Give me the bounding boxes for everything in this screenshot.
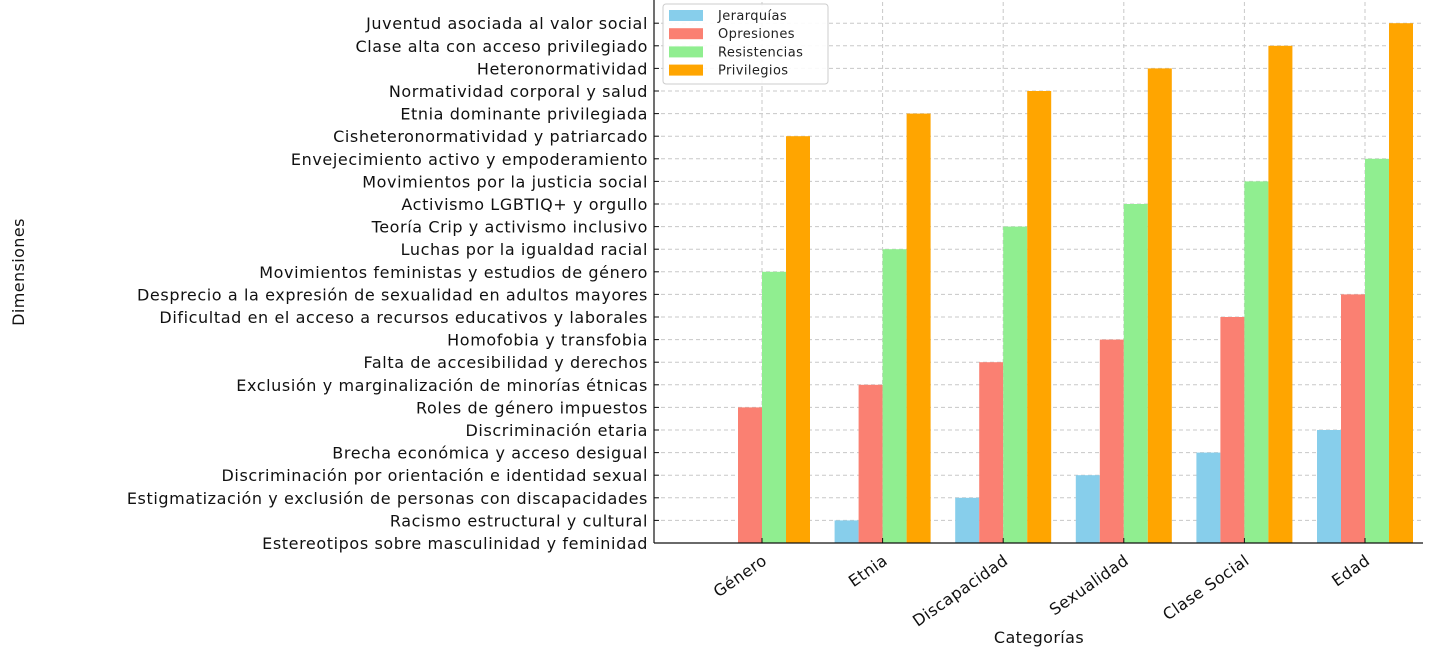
y-tick-label: Desprecio a la expresión de sexualidad e… <box>137 285 648 304</box>
y-tick-label: Exclusión y marginalización de minorías … <box>236 376 648 395</box>
x-tick-label: Discapacidad <box>909 551 1012 631</box>
bar-opresiones-3 <box>979 362 1004 543</box>
bar-jerarquias-6 <box>1317 430 1341 543</box>
y-tick-label: Etnia dominante privilegiada <box>400 105 648 124</box>
bars-layer <box>738 23 1413 544</box>
y-tick-label: Luchas por la igualdad racial <box>401 240 648 259</box>
legend-label: Privilegios <box>718 64 788 79</box>
y-tick-label: Estigmatización y exclusión de personas … <box>127 489 648 508</box>
y-tick-label: Movimientos feministas y estudios de gén… <box>259 263 648 282</box>
legend-box <box>662 3 829 85</box>
legend-swatch <box>669 10 703 21</box>
y-tick-label: Clase alta con acceso privilegiado <box>355 37 648 56</box>
y-tick-label: Racismo estructural y cultural <box>390 511 648 530</box>
y-tick-label: Normatividad corporal y salud <box>389 82 648 101</box>
x-tick-label: Edad <box>1328 551 1373 591</box>
legend-swatch <box>669 28 703 40</box>
bar-opresiones-4 <box>1099 339 1124 543</box>
legend: Jerarquías Opresiones Resistencias Privileg… <box>662 3 829 85</box>
legend-label: Jerarquías <box>717 9 787 24</box>
legend-swatch <box>669 46 703 58</box>
bar-jerarquias-2 <box>834 520 859 543</box>
bar-resistencias-3 <box>1003 226 1028 543</box>
legend-swatch <box>669 64 703 76</box>
bar-jerarquias-3 <box>955 497 980 543</box>
bar-resistencias-6 <box>1365 158 1389 544</box>
bar-privilegios-6 <box>1389 23 1413 543</box>
y-tick-label: Envejecimiento activo y empoderamiento <box>291 150 648 169</box>
bar-jerarquias-4 <box>1075 475 1100 543</box>
bar-privilegios-1 <box>786 136 810 543</box>
y-tick-label: Discriminación etaria <box>465 421 648 440</box>
legend-label: Resistencias <box>718 45 803 60</box>
y-tick-label: Activismo LGBTIQ+ y orgullo <box>401 195 648 214</box>
bar-privilegios-5 <box>1268 45 1293 544</box>
x-tick-label: Sexualidad <box>1046 551 1132 619</box>
bar-privilegios-2 <box>906 113 931 543</box>
bar-resistencias-2 <box>882 249 907 543</box>
y-tick-label: Cisheteronormatividad y patriarcado <box>333 127 648 146</box>
x-tick-labels: Género Etnia Discapacidad Sexualidad Clase S… <box>710 551 1374 631</box>
bar-opresiones-6 <box>1341 294 1365 543</box>
y-tick-label: Heteronormatividad <box>477 59 648 78</box>
bar-jerarquias-5 <box>1196 452 1221 543</box>
y-tick-label: Movimientos por la justicia social <box>362 172 648 191</box>
bar-resistencias-4 <box>1123 204 1148 543</box>
y-tick-label: Teoría Crip y activismo inclusivo <box>371 218 648 237</box>
bar-resistencias-5 <box>1244 181 1269 543</box>
x-tick-label: Etnia <box>845 551 891 591</box>
y-tick-label: Roles de género impuestos <box>416 398 648 417</box>
bar-privilegios-3 <box>1027 91 1052 543</box>
x-tick-label: Género <box>710 551 771 601</box>
x-tick-label: Clase Social <box>1159 551 1253 624</box>
bar-opresiones-2 <box>858 384 883 543</box>
y-tick-label: Falta de accesibilidad y derechos <box>364 353 648 372</box>
bar-opresiones-5 <box>1220 317 1245 543</box>
y-tick-labels: Estereotipos sobre masculinidad y femini… <box>127 14 648 553</box>
y-tick-label: Estereotipos sobre masculinidad y femini… <box>262 534 648 553</box>
legend-label: Opresiones <box>718 27 795 42</box>
x-axis-title: Categorías <box>994 628 1084 647</box>
y-tick-label: Dificultad en el acceso a recursos educa… <box>159 308 648 327</box>
bar-opresiones-1 <box>738 407 762 543</box>
bar-resistencias-1 <box>762 271 786 543</box>
axes-layer <box>653 0 1423 544</box>
y-tick-label: Juventud asociada al valor social <box>365 14 648 33</box>
y-tick-label: Discriminación por orientación e identid… <box>222 466 649 485</box>
y-tick-label: Homofobia y transfobia <box>447 331 648 350</box>
bar-privilegios-4 <box>1147 68 1172 544</box>
y-axis-title: Dimensiones <box>9 218 28 326</box>
y-tick-label: Brecha económica y acceso desigual <box>332 444 648 463</box>
